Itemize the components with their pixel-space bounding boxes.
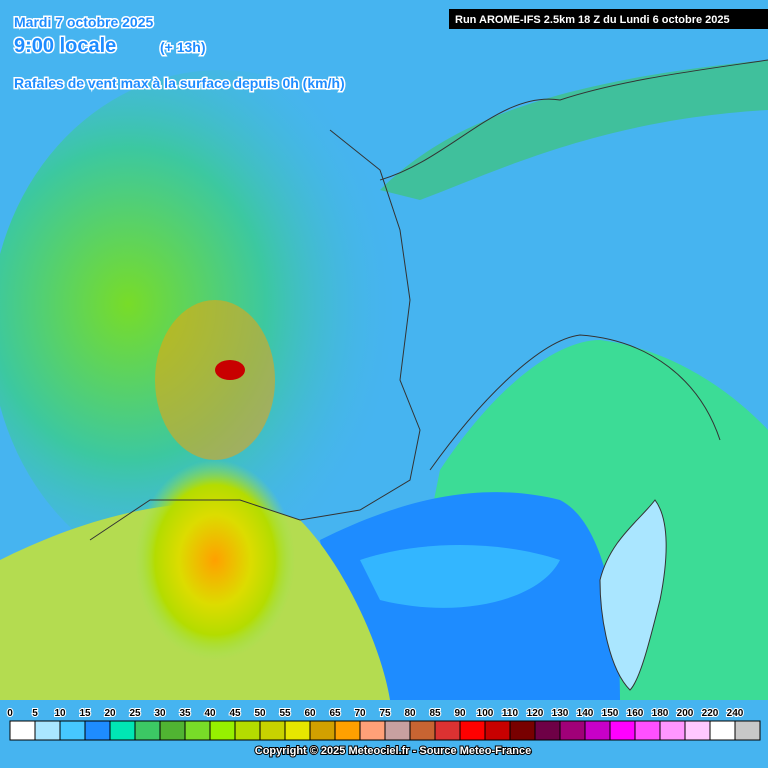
legend-swatch (459, 720, 486, 741)
subtitle: Rafales de vent max à la surface depuis … (14, 75, 345, 91)
legend-swatch (634, 720, 661, 741)
legend-swatch (359, 720, 386, 741)
legend-tick-label: 70 (354, 708, 366, 719)
legend-swatch (709, 720, 736, 741)
legend-tick-label: 75 (379, 708, 391, 719)
legend-tick-label: 120 (527, 708, 544, 719)
legend-tick-label: 15 (79, 708, 91, 719)
legend-swatch (484, 720, 511, 741)
legend-tick-label: 0 (7, 708, 13, 719)
legend-tick-label: 180 (652, 708, 669, 719)
legend-tick-label: 100 (477, 708, 494, 719)
legend-swatch (584, 720, 611, 741)
legend-tick-label: 65 (329, 708, 341, 719)
legend-tick-label: 20 (104, 708, 116, 719)
legend-tick-label: 45 (229, 708, 241, 719)
corsica (599, 499, 667, 691)
time: 9:00 locale (14, 35, 116, 57)
storm-peak (215, 360, 245, 380)
run-label: Run AROME-IFS 2.5km 18 Z du Lundi 6 octo… (455, 14, 730, 26)
run-label-box (449, 9, 768, 29)
legend-tick-label: 50 (254, 708, 266, 719)
legend-tick-label: 90 (454, 708, 466, 719)
legend-tick-label: 140 (577, 708, 594, 719)
sea-light (360, 545, 560, 608)
legend-tick-label: 55 (279, 708, 291, 719)
legend-tick-label: 35 (179, 708, 191, 719)
copyright: Copyright © 2025 Meteociel.fr - Source M… (255, 745, 531, 757)
legend-swatch (84, 720, 111, 741)
legend-swatch (609, 720, 636, 741)
plume-core (135, 460, 295, 660)
date: Mardi 7 octobre 2025 (14, 14, 153, 30)
legend-swatch (734, 720, 761, 741)
legend-swatch (309, 720, 336, 741)
border-line (379, 59, 768, 181)
legend-tick-label: 150 (602, 708, 619, 719)
legend-tick-label: 240 (727, 708, 744, 719)
legend-swatch (159, 720, 186, 741)
coastline (429, 334, 721, 471)
legend-swatch (659, 720, 686, 741)
legend-swatch (209, 720, 236, 741)
legend-tick-label: 110 (502, 708, 519, 719)
legend-swatch (59, 720, 86, 741)
legend-tick-label: 160 (627, 708, 644, 719)
legend-tick-label: 30 (154, 708, 166, 719)
legend-swatch (409, 720, 436, 741)
legend-swatch (334, 720, 361, 741)
legend-tick-label: 40 (204, 708, 216, 719)
legend-swatch (9, 720, 36, 741)
legend-swatch (184, 720, 211, 741)
legend-swatch (534, 720, 561, 741)
legend-swatch (284, 720, 311, 741)
lead-time: (+ 13h) (160, 39, 206, 55)
legend-swatch (384, 720, 411, 741)
legend-tick-label: 130 (552, 708, 569, 719)
storm-core (155, 300, 275, 460)
legend-tick-label: 80 (404, 708, 416, 719)
legend-tick-label: 60 (304, 708, 316, 719)
legend-tick-label: 85 (429, 708, 441, 719)
legend-tick-label: 220 (702, 708, 719, 719)
legend-tick-label: 10 (54, 708, 66, 719)
alps-band (380, 60, 768, 200)
legend-swatch (434, 720, 461, 741)
legend-swatch (34, 720, 61, 741)
legend-tick-label: 5 (32, 708, 38, 719)
legend-swatch (134, 720, 161, 741)
legend-tick-label: 200 (677, 708, 694, 719)
legend-swatch (259, 720, 286, 741)
legend-tick-label: 25 (129, 708, 141, 719)
legend-swatch (234, 720, 261, 741)
border-line (89, 129, 421, 541)
legend-swatch (509, 720, 536, 741)
legend-swatch (559, 720, 586, 741)
legend-swatch (109, 720, 136, 741)
legend-swatch (684, 720, 711, 741)
